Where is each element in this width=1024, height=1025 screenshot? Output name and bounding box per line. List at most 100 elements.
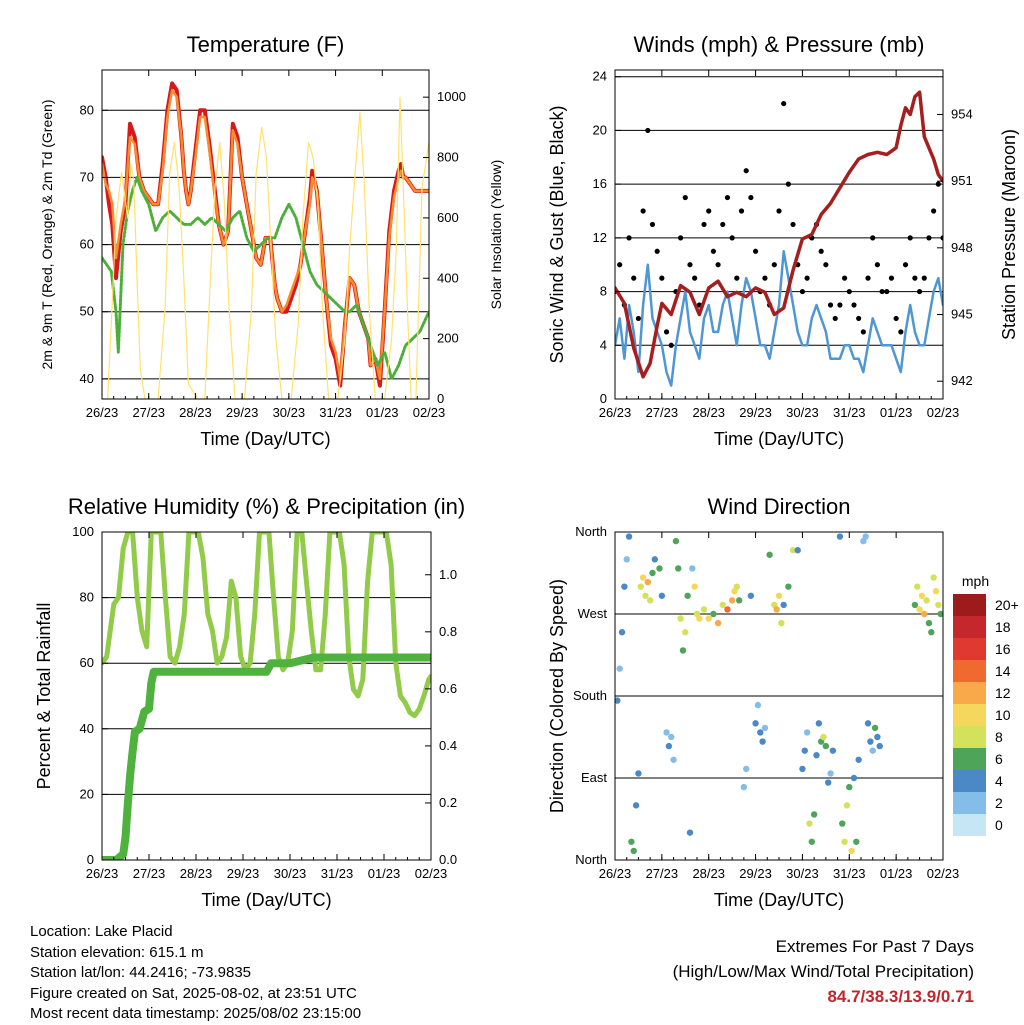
direction-point <box>649 569 656 577</box>
y2-axis-label: Station Pressure (Maroon) <box>999 129 1019 340</box>
y2-tick-label: 0 <box>437 391 444 406</box>
colorbar-label: 0 <box>995 817 1003 833</box>
direction-point <box>668 733 675 741</box>
chart-winds: 26/23 27/23 28/23 29/23 30/23 31/23 01/23 02/23… <box>547 32 1019 449</box>
x-tick-label: 28/23 <box>180 866 213 881</box>
colorbar-label: 16 <box>995 641 1011 657</box>
y-axis-label: Sonic Wind & Gust (Blue, Black) <box>547 105 567 363</box>
data-point-gust <box>832 315 838 322</box>
data-point-gust <box>762 275 768 281</box>
plot-area <box>102 81 429 399</box>
data-point-gust <box>804 275 810 281</box>
data-point-gust <box>771 262 777 268</box>
y-tick-label: 20 <box>80 786 94 801</box>
direction-point <box>663 729 670 736</box>
y2-tick-label: 954 <box>951 106 973 121</box>
data-point-gust <box>738 208 745 214</box>
direction-point <box>677 615 684 622</box>
y-tick-label: 60 <box>80 237 94 252</box>
direction-point <box>682 629 689 636</box>
x-tick-label: 01/23 <box>880 866 913 881</box>
y-tick-label: 40 <box>80 721 94 736</box>
y2-tick-label: 948 <box>951 240 973 255</box>
y2-tick-label: 942 <box>951 373 973 388</box>
series-line-t2m <box>102 81 429 388</box>
data-point-gust <box>734 275 740 281</box>
direction-point <box>843 802 851 809</box>
x-tick-label: 01/23 <box>368 866 401 881</box>
x-tick-label: 29/23 <box>739 405 772 420</box>
direction-point <box>691 583 698 590</box>
direction-point <box>733 583 741 590</box>
y2-tick-label: 1.0 <box>439 567 457 582</box>
direction-point <box>679 647 687 654</box>
x-axis-label: Time (Day/UTC) <box>714 429 844 449</box>
data-point-gust <box>879 288 885 295</box>
data-point-gust <box>935 181 941 187</box>
y-tick-label: 50 <box>80 304 94 319</box>
series-line-wind <box>615 250 943 387</box>
direction-point <box>810 811 818 818</box>
data-point-gust <box>706 208 712 214</box>
direction-point <box>778 619 785 627</box>
data-point-gust <box>931 208 937 214</box>
data-point-gust <box>654 248 660 254</box>
direction-point <box>754 701 762 709</box>
y2-tick-label: 0.0 <box>439 852 457 867</box>
x-tick-label: 30/23 <box>786 866 819 881</box>
chart-title: Winds (mph) & Pressure (mb) <box>634 32 925 57</box>
y2-axis-label: Solar Insolation (Yellow) <box>488 160 504 310</box>
y-tick-label: West <box>578 606 608 621</box>
colorbar-swatch <box>953 748 986 770</box>
direction-point <box>853 838 860 845</box>
direction-point <box>686 829 694 836</box>
data-point-gust <box>846 288 852 295</box>
data-point-gust <box>902 262 909 268</box>
direction-point <box>923 597 930 604</box>
direction-point <box>839 820 846 827</box>
direction-point <box>632 802 640 809</box>
data-point-gust <box>865 275 871 281</box>
direction-point <box>871 724 879 732</box>
direction-point <box>806 820 813 827</box>
data-point-gust <box>799 288 806 295</box>
direction-point <box>937 610 943 618</box>
direction-point <box>932 588 940 595</box>
x-tick-label: 26/23 <box>86 866 119 881</box>
y-tick-label: 20 <box>593 122 607 137</box>
direction-point <box>803 729 811 736</box>
y2-tick-label: 400 <box>437 270 459 285</box>
x-tick-label: 28/23 <box>692 866 725 881</box>
direction-point <box>752 720 759 727</box>
direction-point <box>743 765 750 773</box>
x-tick-label: 27/23 <box>646 866 679 881</box>
direction-point <box>639 574 647 581</box>
direction-point <box>935 601 942 609</box>
chart-title: Relative Humidity (%) & Precipitation (i… <box>68 494 465 519</box>
series-line-pressure <box>615 90 943 379</box>
plot-area <box>102 532 431 860</box>
colorbar-swatch <box>953 638 986 660</box>
y-tick-label: 0 <box>600 391 607 406</box>
x-tick-label: 01/23 <box>366 405 399 420</box>
x-tick-label: 31/23 <box>833 405 866 420</box>
direction-point <box>658 592 666 599</box>
direction-point <box>623 556 630 563</box>
data-point-gust <box>851 302 857 308</box>
direction-point <box>841 838 848 845</box>
data-point-gust <box>785 181 791 187</box>
plot-area <box>615 533 943 855</box>
data-point-gust <box>649 221 656 228</box>
data-point-gust <box>645 127 651 134</box>
direction-point <box>628 838 635 845</box>
colorbar-title: mph <box>962 573 989 589</box>
y-tick-label: 60 <box>80 655 94 670</box>
data-point-gust <box>692 275 698 281</box>
y-tick-label: 70 <box>80 169 94 184</box>
data-point-gust <box>790 221 796 228</box>
data-point-gust <box>921 275 927 281</box>
x-tick-label: 31/23 <box>833 866 866 881</box>
extremes-title: Extremes For Past 7 Days <box>775 937 974 956</box>
direction-point <box>724 606 731 613</box>
